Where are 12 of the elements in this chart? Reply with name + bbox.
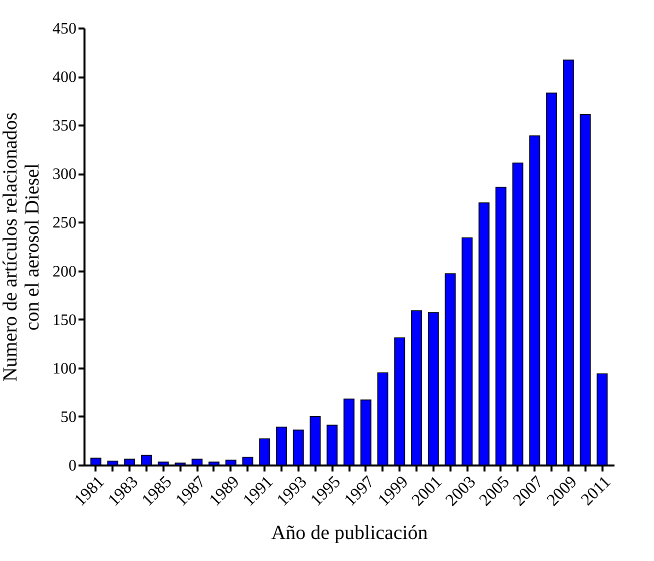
y-tick-label: 450 (52, 20, 76, 38)
y-tick-label: 200 (52, 263, 76, 280)
y-tick-label: 0 (68, 458, 76, 474)
y-tick-label: 150 (52, 312, 76, 329)
y-tick-label: 300 (52, 166, 76, 184)
y-tick-label: 250 (52, 214, 76, 232)
y-tick-label: 400 (52, 69, 76, 86)
x-axis-title: Año de publicación (271, 522, 428, 544)
y-tick-label: 100 (52, 360, 76, 378)
y-axis-title: Numero de artículos relacionados con el aerosol Diesel (0, 112, 44, 382)
y-tick-label: 50 (60, 408, 76, 426)
y-tick-label: 350 (52, 118, 76, 135)
